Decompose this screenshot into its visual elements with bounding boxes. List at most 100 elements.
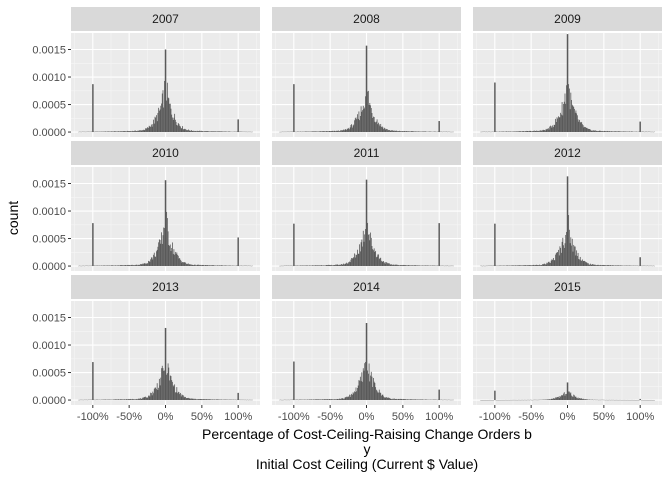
histogram-bar [565, 394, 567, 401]
histogram-bar [161, 103, 162, 133]
histogram-bar [418, 399, 419, 401]
histogram-bar [125, 399, 127, 401]
histogram-bar [414, 399, 416, 401]
histogram-bar [185, 263, 187, 267]
histogram-bar [340, 130, 342, 133]
histogram-bar [92, 84, 93, 133]
histogram-bar [520, 131, 522, 133]
facet-strip-label: 2013 [152, 280, 179, 294]
histogram-bar [155, 117, 157, 133]
histogram-bar [214, 399, 216, 401]
histogram-bar [524, 265, 526, 267]
histogram-bar [137, 130, 138, 133]
histogram-bar [166, 374, 168, 401]
histogram-bar [141, 130, 143, 133]
histogram-bar [388, 263, 390, 267]
x-axis: -100% -50% 0% 50% 100% [77, 405, 252, 423]
histogram-bar [153, 123, 155, 133]
histogram-bar [333, 265, 334, 267]
histogram-bar [556, 397, 558, 401]
histogram-bar [576, 113, 578, 133]
histogram-bar [305, 131, 307, 133]
histogram-bar [421, 399, 422, 401]
histogram-bar [336, 398, 338, 401]
histogram-bar [123, 131, 125, 133]
histogram-bar [198, 399, 200, 401]
histogram-bar [500, 131, 502, 133]
histogram-bar [639, 257, 641, 267]
histogram-bar [513, 131, 515, 133]
histogram-bar [129, 398, 131, 401]
histogram-bar [129, 265, 130, 267]
histogram-bar [390, 264, 392, 267]
histogram-bar [568, 84, 570, 133]
histogram-bar [101, 265, 103, 267]
histogram-bar [438, 389, 440, 401]
histogram-bar [130, 265, 132, 267]
histogram-bar [514, 265, 516, 267]
histogram-bar [418, 131, 419, 133]
histogram-bar [554, 260, 556, 267]
histogram-bar [138, 398, 140, 401]
histogram-bar [400, 399, 402, 401]
histogram-bar [330, 131, 331, 133]
histogram-bar [494, 223, 496, 267]
histogram-bar [505, 131, 507, 133]
histogram-bar [129, 265, 131, 267]
histogram-bar [333, 399, 334, 401]
histogram-bar [358, 380, 360, 401]
histogram-bar [374, 252, 376, 267]
histogram-bar [140, 398, 142, 401]
histogram-bar [510, 265, 512, 267]
histogram-bar [365, 323, 367, 401]
histogram-bar [203, 399, 205, 401]
histogram-bar [614, 131, 616, 133]
histogram-bar [429, 131, 430, 133]
histogram-bar [325, 399, 326, 401]
histogram-bar [370, 375, 371, 401]
histogram-bar [422, 399, 424, 401]
histogram-bar [98, 131, 100, 133]
histogram-bar [378, 122, 379, 133]
histogram-bar [205, 399, 207, 401]
histogram-bar [560, 112, 562, 133]
histogram-bar [402, 131, 403, 133]
histogram-bar [606, 131, 607, 133]
histogram-bar [566, 393, 567, 401]
histogram-bar [188, 398, 190, 401]
facet-strip [71, 275, 260, 299]
x-tick-label: -100% [77, 411, 109, 423]
x-axis-title: Percentage of Cost-Ceiling-Raising Chang… [202, 426, 532, 472]
histogram-bar [593, 264, 595, 267]
x-tick-label: 50% [392, 411, 414, 423]
histogram-bar [299, 265, 301, 267]
histogram-bar [573, 244, 575, 267]
histogram-bar [147, 397, 149, 401]
histogram-bar [156, 251, 157, 267]
histogram-bar [221, 131, 223, 133]
histogram-bar [200, 399, 202, 401]
histogram-bar [411, 265, 413, 267]
histogram-bar [390, 398, 392, 401]
histogram-bar [153, 393, 154, 401]
histogram-bar [574, 246, 575, 267]
histogram-bar [351, 393, 353, 401]
x-tick-label: 50% [191, 411, 213, 423]
histogram-bar [367, 370, 369, 401]
histogram-bar [403, 399, 405, 401]
histogram-bar [357, 249, 358, 267]
histogram-bar [203, 131, 205, 133]
histogram-bar [196, 399, 197, 401]
histogram-bar [386, 397, 387, 401]
histogram-bar [335, 264, 337, 267]
histogram-bar [92, 362, 94, 401]
histogram-bar [402, 398, 404, 401]
histogram-bar [551, 259, 553, 267]
histogram-bar [590, 129, 591, 133]
histogram-bar [616, 131, 618, 133]
histogram-bar [381, 261, 383, 267]
histogram-bar [522, 265, 524, 267]
histogram-bar [640, 398, 641, 401]
histogram-bar [338, 398, 340, 401]
histogram-bar [113, 131, 114, 133]
